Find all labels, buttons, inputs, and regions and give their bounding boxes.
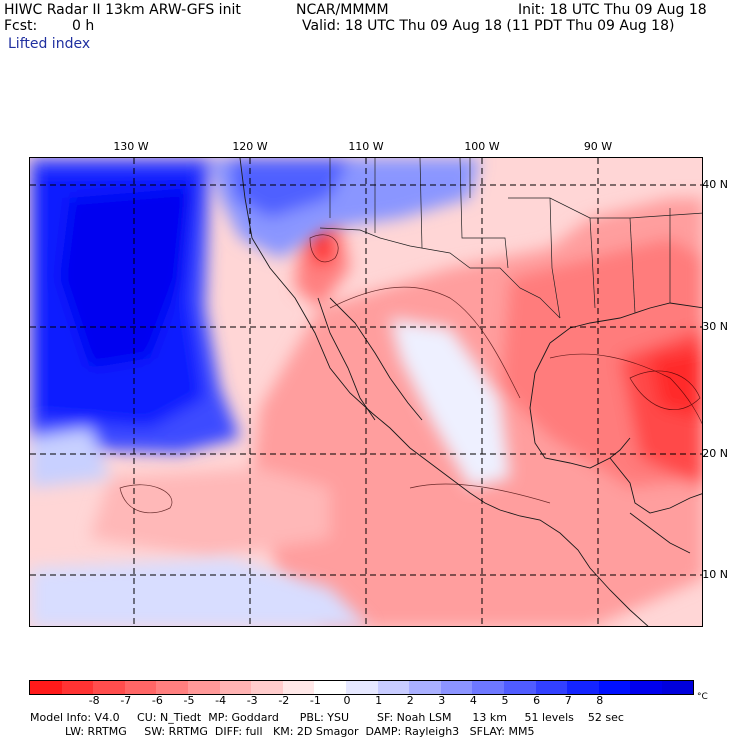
colorbar-tick-label: -1 bbox=[309, 694, 321, 707]
lat-label-20n: 20 N bbox=[702, 447, 728, 460]
colorbar-tick-label: 3 bbox=[438, 694, 446, 707]
colorbar-tick-label: 0 bbox=[343, 694, 351, 707]
field-name: Lifted index bbox=[8, 36, 91, 52]
lon-label-110w: 110 W bbox=[348, 140, 384, 153]
colorbar-swatch bbox=[503, 681, 536, 694]
colorbar-swatch bbox=[187, 681, 220, 694]
colorbar-tick-label: -6 bbox=[151, 694, 163, 707]
colorbar-swatch bbox=[630, 681, 662, 694]
colorbar-tick-label: -3 bbox=[246, 694, 258, 707]
lon-label-100w: 100 W bbox=[464, 140, 500, 153]
colorbar-tick-label: 2 bbox=[406, 694, 414, 707]
init-time: Init: 18 UTC Thu 09 Aug 18 bbox=[518, 2, 707, 18]
colorbar-swatch bbox=[93, 681, 125, 694]
colorbar-swatch bbox=[567, 681, 599, 694]
org-label: NCAR/MMMM bbox=[296, 2, 389, 18]
colorbar-swatch bbox=[377, 681, 410, 694]
colorbar-tick-label: -8 bbox=[88, 694, 100, 707]
colorbar-tick-label: 6 bbox=[533, 694, 541, 707]
colorbar-tick-label: 8 bbox=[596, 694, 604, 707]
colorbar-tick-label: -4 bbox=[215, 694, 227, 707]
colorbar-tick-label: 4 bbox=[469, 694, 477, 707]
colorbar-tick-label: -7 bbox=[120, 694, 132, 707]
lon-label-120w: 120 W bbox=[232, 140, 268, 153]
colorbar-swatch bbox=[61, 681, 94, 694]
lon-label-90w: 90 W bbox=[583, 140, 613, 153]
colorbar bbox=[29, 680, 695, 695]
model-info-line-1: Model Info: V4.0 CU: N_Tiedt MP: Goddard… bbox=[30, 711, 624, 724]
colorbar-swatch bbox=[251, 681, 283, 694]
valid-time: Valid: 18 UTC Thu 09 Aug 18 (11 PDT Thu … bbox=[302, 18, 675, 34]
forecast-label: Fcst: bbox=[4, 18, 38, 34]
colorbar-swatch bbox=[156, 681, 188, 694]
colorbar-swatch bbox=[440, 681, 473, 694]
colorbar-unit: °C bbox=[697, 692, 708, 702]
colorbar-tick-label: 1 bbox=[375, 694, 383, 707]
lat-label-40n: 40 N bbox=[702, 178, 728, 191]
colorbar-swatch bbox=[472, 681, 504, 694]
colorbar-tick-label: -5 bbox=[183, 694, 195, 707]
lifted-index-map[interactable] bbox=[29, 157, 703, 627]
contour-lines bbox=[119, 234, 702, 514]
colorbar-tick-label: 7 bbox=[564, 694, 572, 707]
colorbar-swatch bbox=[219, 681, 252, 694]
colorbar-swatch bbox=[661, 681, 694, 694]
model-title: HIWC Radar II 13km ARW-GFS init bbox=[4, 2, 241, 18]
lon-label-130w: 130 W bbox=[113, 140, 149, 153]
political-borders bbox=[319, 158, 702, 319]
colorbar-swatch bbox=[409, 681, 441, 694]
lat-lon-grid bbox=[30, 158, 702, 626]
colorbar-tick-label: -2 bbox=[278, 694, 290, 707]
colorbar-swatch bbox=[535, 681, 568, 694]
colorbar-swatch bbox=[30, 681, 62, 694]
colorbar-swatch bbox=[345, 681, 378, 694]
colorbar-swatch bbox=[282, 681, 315, 694]
colorbar-swatch bbox=[124, 681, 157, 694]
model-info-line-2: LW: RRTMG SW: RRTMG DIFF: full KM: 2D Sm… bbox=[30, 725, 535, 738]
lat-label-30n: 30 N bbox=[702, 320, 728, 333]
forecast-hour: 0 h bbox=[72, 18, 95, 34]
colorbar-swatch bbox=[314, 681, 346, 694]
colorbar-tick-label: 5 bbox=[501, 694, 509, 707]
lat-label-10n: 10 N bbox=[702, 568, 728, 581]
colorbar-swatch bbox=[598, 681, 631, 694]
map-canvas bbox=[30, 158, 702, 626]
